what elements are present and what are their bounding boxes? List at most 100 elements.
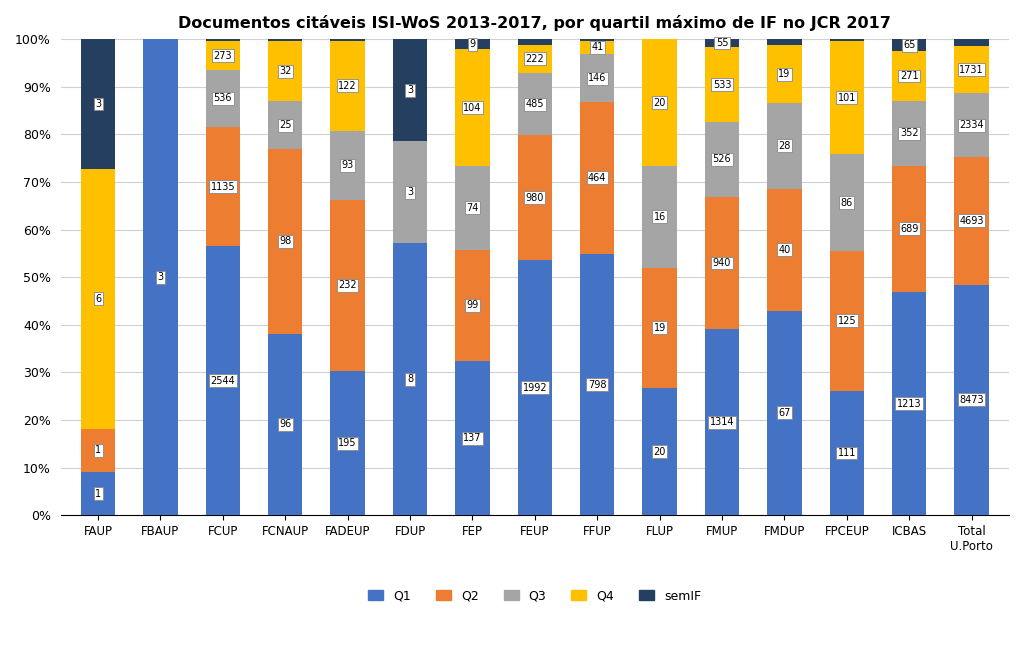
Bar (892, 39, 927, 51)
Bar (206, 39, 240, 41)
Bar (331, 130, 365, 199)
Bar (331, 39, 365, 41)
Bar (518, 39, 552, 45)
Text: 1: 1 (95, 488, 101, 498)
Bar (642, 388, 677, 515)
Bar (81, 39, 115, 169)
Bar (829, 155, 864, 251)
Bar (580, 102, 614, 254)
Bar (767, 39, 802, 45)
Bar (642, 39, 677, 166)
Bar (206, 126, 240, 246)
Bar (580, 39, 614, 41)
Bar (518, 73, 552, 135)
Bar (206, 70, 240, 126)
Bar (705, 197, 739, 329)
Text: 65: 65 (903, 40, 915, 50)
Bar (268, 149, 302, 334)
Text: 146: 146 (588, 73, 606, 83)
Text: 271: 271 (900, 71, 919, 81)
Text: 20: 20 (653, 447, 666, 457)
Bar (456, 361, 489, 515)
Text: 9: 9 (469, 39, 475, 50)
Bar (331, 371, 365, 515)
Text: 232: 232 (338, 280, 357, 290)
Bar (143, 39, 177, 515)
Text: 16: 16 (653, 212, 666, 222)
Text: 1992: 1992 (522, 383, 547, 393)
Bar (518, 135, 552, 260)
Bar (892, 165, 927, 292)
Text: 536: 536 (214, 93, 232, 103)
Text: 104: 104 (463, 103, 481, 113)
Bar (580, 41, 614, 54)
Bar (829, 391, 864, 515)
Bar (268, 39, 302, 41)
Text: 940: 940 (713, 258, 731, 268)
Text: 125: 125 (838, 316, 856, 326)
Bar (705, 47, 739, 122)
Bar (892, 101, 927, 165)
Text: 28: 28 (778, 141, 791, 151)
Bar (393, 39, 427, 141)
Bar (705, 329, 739, 515)
Text: 41: 41 (591, 42, 603, 52)
Bar (456, 167, 489, 250)
Text: 40: 40 (778, 245, 791, 255)
Text: 485: 485 (525, 99, 544, 109)
Bar (705, 122, 739, 197)
Text: 19: 19 (653, 323, 666, 333)
Bar (829, 251, 864, 391)
Bar (456, 50, 489, 167)
Text: 137: 137 (463, 433, 481, 443)
Text: 74: 74 (466, 203, 478, 213)
Text: 25: 25 (279, 120, 292, 130)
Legend: Q1, Q2, Q3, Q4, semIF: Q1, Q2, Q3, Q4, semIF (362, 583, 708, 609)
Text: 2544: 2544 (211, 376, 236, 386)
Text: 464: 464 (588, 173, 606, 183)
Bar (829, 41, 864, 155)
Text: 2334: 2334 (959, 120, 984, 130)
Text: 99: 99 (466, 300, 478, 310)
Text: 8: 8 (407, 374, 413, 384)
Bar (892, 292, 927, 515)
Bar (206, 246, 240, 515)
Text: 1314: 1314 (710, 417, 734, 427)
Bar (393, 243, 427, 515)
Bar (268, 41, 302, 102)
Bar (954, 284, 989, 515)
Bar (518, 260, 552, 515)
Bar (206, 41, 240, 70)
Text: 8473: 8473 (959, 395, 984, 405)
Text: 3: 3 (95, 99, 101, 109)
Text: 20: 20 (653, 98, 666, 108)
Bar (954, 39, 989, 46)
Bar (767, 103, 802, 189)
Text: 4693: 4693 (959, 215, 984, 225)
Text: 101: 101 (838, 93, 856, 103)
Bar (81, 429, 115, 472)
Text: 1731: 1731 (959, 65, 984, 75)
Bar (767, 310, 802, 515)
Text: 55: 55 (716, 38, 728, 48)
Bar (268, 334, 302, 515)
Text: 526: 526 (713, 155, 731, 165)
Text: 1: 1 (95, 446, 101, 455)
Title: Documentos citáveis ISI-WoS 2013-2017, por quartil máximo de IF no JCR 2017: Documentos citáveis ISI-WoS 2013-2017, p… (178, 15, 891, 31)
Text: 3: 3 (407, 187, 413, 197)
Text: 19: 19 (778, 69, 791, 79)
Bar (705, 39, 739, 47)
Text: 222: 222 (525, 54, 544, 64)
Text: 273: 273 (214, 51, 232, 60)
Bar (892, 51, 927, 101)
Bar (331, 41, 365, 130)
Bar (954, 157, 989, 284)
Text: 980: 980 (525, 193, 544, 203)
Text: 1135: 1135 (211, 181, 236, 191)
Text: 533: 533 (713, 80, 731, 90)
Text: 689: 689 (900, 224, 919, 234)
Bar (580, 54, 614, 102)
Bar (767, 189, 802, 310)
Text: 6: 6 (95, 294, 101, 304)
Bar (642, 268, 677, 388)
